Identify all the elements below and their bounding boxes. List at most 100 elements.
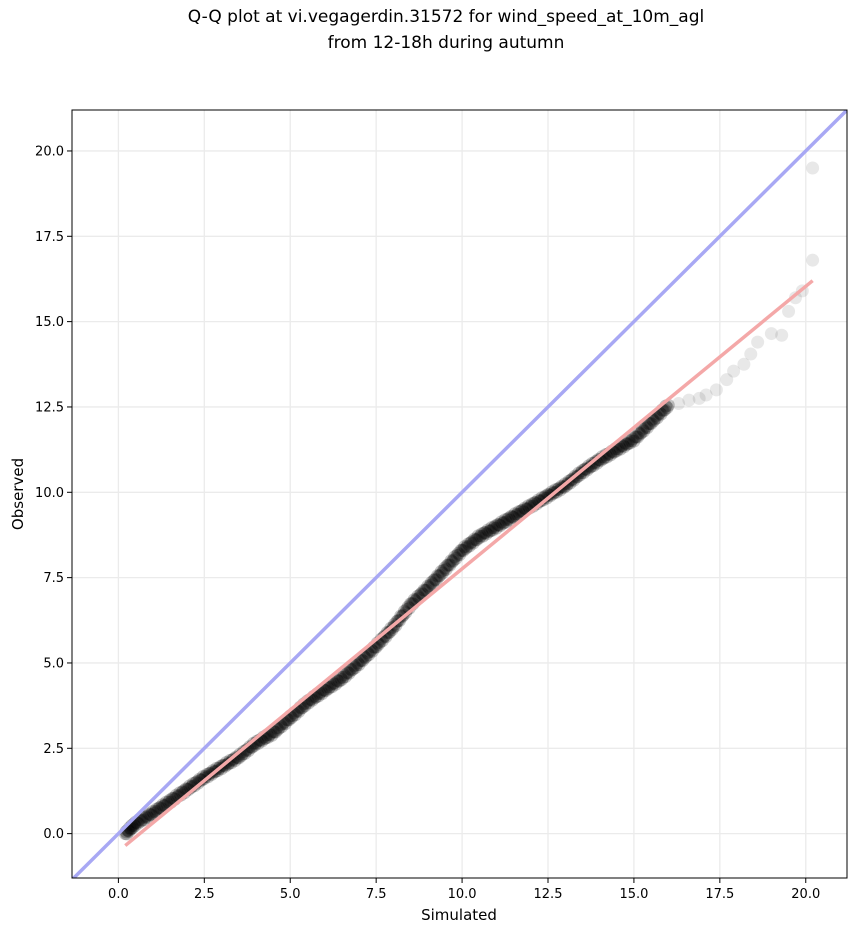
data-point xyxy=(143,808,157,822)
data-point xyxy=(394,609,408,623)
data-point xyxy=(595,450,609,464)
data-point xyxy=(325,680,339,694)
y-tick-label: 20.0 xyxy=(35,144,64,159)
data-point xyxy=(626,432,640,446)
data-point xyxy=(427,573,441,587)
data-point xyxy=(634,426,648,440)
data-point xyxy=(199,770,213,784)
data-point xyxy=(622,434,636,448)
data-point xyxy=(411,589,425,603)
data-point xyxy=(472,531,486,545)
data-point xyxy=(282,713,296,727)
data-point xyxy=(352,658,366,672)
data-point xyxy=(607,445,621,459)
data-point xyxy=(621,437,635,451)
data-point xyxy=(315,687,329,701)
data-point xyxy=(496,517,510,531)
data-point xyxy=(751,335,765,349)
data-point xyxy=(243,740,257,754)
data-point xyxy=(331,674,345,688)
data-point xyxy=(329,677,343,691)
data-point xyxy=(292,704,306,718)
data-point xyxy=(451,546,465,560)
data-point xyxy=(467,532,481,546)
data-point xyxy=(356,654,370,668)
data-point xyxy=(450,548,464,562)
data-point xyxy=(429,573,443,587)
data-point xyxy=(482,524,496,538)
data-point xyxy=(187,779,201,793)
data-point xyxy=(445,555,459,569)
data-point xyxy=(311,689,325,703)
y-tick-label: 10.0 xyxy=(35,486,64,501)
data-point xyxy=(629,430,643,444)
data-point xyxy=(489,521,503,535)
data-point xyxy=(631,430,645,444)
data-point xyxy=(202,766,216,780)
data-point xyxy=(426,577,440,591)
data-point xyxy=(514,504,528,518)
data-point xyxy=(302,696,316,710)
data-point xyxy=(682,393,696,407)
data-point xyxy=(434,564,448,578)
data-point xyxy=(628,430,642,444)
data-point xyxy=(604,448,618,462)
data-point xyxy=(453,548,467,562)
data-point xyxy=(462,539,476,553)
y-tick-label: 17.5 xyxy=(35,230,64,245)
data-point xyxy=(433,568,447,582)
data-point xyxy=(573,468,587,482)
x-tick-label: 17.5 xyxy=(705,887,734,902)
data-point xyxy=(615,439,629,453)
data-point xyxy=(246,736,260,750)
data-point xyxy=(515,503,529,517)
y-tick-label: 5.0 xyxy=(43,656,64,671)
data-point xyxy=(737,357,751,371)
data-point xyxy=(169,788,183,802)
data-point xyxy=(275,720,289,734)
data-point xyxy=(156,798,170,812)
data-point xyxy=(782,304,796,318)
data-point xyxy=(421,579,435,593)
data-point xyxy=(343,662,357,676)
data-point xyxy=(699,388,713,402)
data-point xyxy=(644,417,658,431)
data-point xyxy=(481,523,495,537)
data-point xyxy=(318,683,332,697)
x-axis-label: Simulated xyxy=(421,906,497,924)
data-point xyxy=(588,456,602,470)
data-point xyxy=(438,561,452,575)
data-point xyxy=(265,728,279,742)
data-point xyxy=(491,518,505,532)
data-point xyxy=(504,509,518,523)
data-point xyxy=(381,626,395,640)
data-point xyxy=(336,670,350,684)
data-point xyxy=(459,541,473,555)
data-point xyxy=(650,411,664,425)
data-point xyxy=(305,693,319,707)
data-point xyxy=(545,485,559,499)
data-point xyxy=(341,665,355,679)
data-point xyxy=(448,550,462,564)
data-point xyxy=(493,519,507,533)
data-point xyxy=(567,473,581,487)
data-point xyxy=(278,717,292,731)
data-point xyxy=(636,422,650,436)
data-point xyxy=(334,670,348,684)
data-point xyxy=(623,436,637,450)
data-point xyxy=(378,629,392,643)
data-point xyxy=(494,515,508,529)
data-point xyxy=(583,460,597,474)
x-axis-ticks: 0.0 2.5 5.0 7.5 10.0 12.5 15.0 17.5 20.0 xyxy=(108,878,820,902)
data-point xyxy=(332,674,346,688)
data-point xyxy=(764,327,778,341)
data-point xyxy=(508,507,522,521)
data-point xyxy=(541,488,555,502)
data-point xyxy=(530,497,544,511)
data-point xyxy=(338,670,352,684)
y-axis-label: Observed xyxy=(9,458,27,530)
data-point xyxy=(163,793,177,807)
data-point xyxy=(133,814,147,828)
data-point xyxy=(720,373,734,387)
